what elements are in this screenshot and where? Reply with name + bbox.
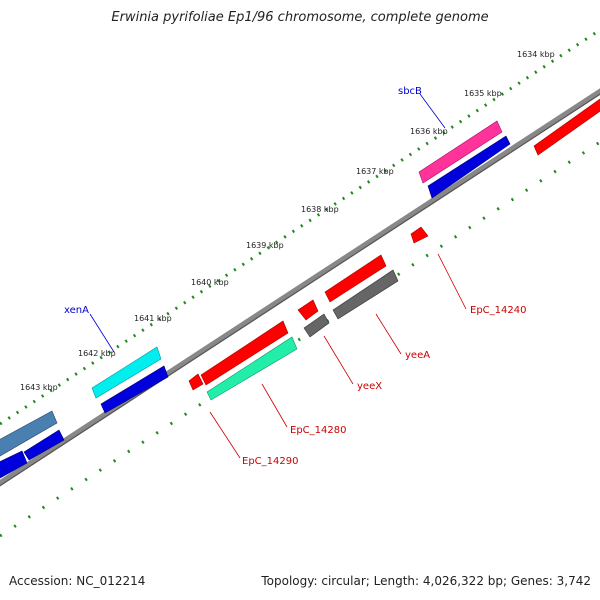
leader-EpC_14280 xyxy=(261,383,288,428)
gene-feature-sbcB[interactable] xyxy=(418,120,503,184)
gene-feature-red-small[interactable] xyxy=(297,299,319,321)
genome-summary-label: Topology: circular; Length: 4,026,322 bp… xyxy=(261,574,591,588)
gene-feature-EpC_14290[interactable] xyxy=(188,373,204,391)
accession-label: Accession: NC_012214 xyxy=(9,574,146,588)
leader-yeeX xyxy=(323,335,354,385)
gene-feature-EpC_14240[interactable] xyxy=(410,226,429,244)
gene-feature-blue-4[interactable] xyxy=(0,450,28,479)
gene-feature-EpC_14280[interactable] xyxy=(200,320,289,386)
gene-label-yeeA[interactable]: yeeA xyxy=(405,350,430,361)
gene-label-EpC_14240[interactable]: EpC_14240 xyxy=(470,305,526,316)
gene-label-EpC_14280[interactable]: EpC_14280 xyxy=(290,425,346,436)
gene-feature-blue-1[interactable] xyxy=(427,135,511,199)
gene-feature-mint[interactable] xyxy=(206,336,298,401)
gene-feature-xenA[interactable] xyxy=(91,346,162,399)
gene-label-sbcB[interactable]: sbcB xyxy=(398,86,422,97)
leader-sbcB xyxy=(419,93,446,129)
tick-label-1640: 1640 kbp xyxy=(191,278,229,287)
gene-feature-red-right[interactable] xyxy=(533,98,600,156)
gene-label-EpC_14290[interactable]: EpC_14290 xyxy=(242,456,298,467)
leader-xenA xyxy=(89,313,115,353)
gene-label-xenA[interactable]: xenA xyxy=(64,305,89,316)
outer-tick-guide xyxy=(0,28,600,426)
gene-label-yeeX[interactable]: yeeX xyxy=(357,381,382,392)
gene-feature-yeeA[interactable] xyxy=(332,269,399,320)
gene-feature-blue-3[interactable] xyxy=(23,429,65,461)
gene-feature-steel-left[interactable] xyxy=(0,410,58,457)
leader-yeeA xyxy=(375,313,402,355)
leader-EpC_14290 xyxy=(209,411,241,459)
genome-backbone xyxy=(0,88,600,486)
tick-label-1639: 1639 kbp xyxy=(246,241,284,250)
genome-backbone-shadow xyxy=(0,93,600,487)
tick-label-1642: 1642 kbp xyxy=(78,349,116,358)
map-title: Erwinia pyrifoliae Ep1/96 chromosome, co… xyxy=(111,10,489,25)
tick-label-1636: 1636 kbp xyxy=(410,127,448,136)
tick-label-1635: 1635 kbp xyxy=(464,89,502,98)
inner-tick-guide xyxy=(0,140,600,538)
tick-label-1643: 1643 kbp xyxy=(20,383,58,392)
leader-EpC_14240 xyxy=(437,253,467,310)
gene-feature-blue-2[interactable] xyxy=(100,365,169,414)
tick-label-1641: 1641 kbp xyxy=(134,314,172,323)
tick-label-1638: 1638 kbp xyxy=(301,205,339,214)
tick-label-1634: 1634 kbp xyxy=(517,50,555,59)
gene-feature-yeeX[interactable] xyxy=(303,313,330,338)
tick-label-1637: 1637 kbp xyxy=(356,167,394,176)
gene-feature-red-mid[interactable] xyxy=(324,254,387,303)
